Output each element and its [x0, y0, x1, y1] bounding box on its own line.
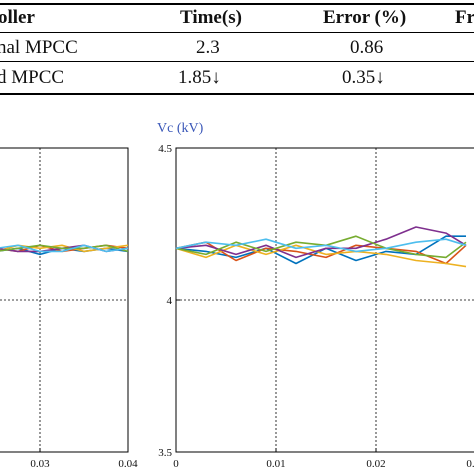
row1-error: 0.86: [350, 37, 384, 58]
y-tick-label-1-2: 4.5: [158, 143, 172, 155]
header-error: Error (%): [323, 7, 407, 28]
series-line-1-2: [175, 244, 467, 268]
y-tick-label-1-0: 3.5: [158, 447, 172, 459]
row2-time: 1.85↓: [178, 67, 221, 88]
series-line-1-3: [175, 226, 467, 259]
y-tick-label-1-1: 4: [167, 295, 173, 307]
table-top-rule: [0, 3, 474, 5]
table-row-rule: [0, 61, 474, 62]
row2-error: 0.35↓: [342, 67, 385, 88]
table-header-rule: [0, 32, 474, 33]
row1-controller: nal MPCC: [0, 37, 78, 58]
header-time: Time(s): [180, 7, 242, 28]
x-tick-label-1-2: 0.02: [366, 458, 385, 470]
table-bottom-rule: [0, 93, 474, 95]
header-controller: oller: [0, 7, 35, 28]
x-tick-label-0-1: 0.04: [118, 458, 138, 470]
series-line-0-5: [0, 244, 129, 253]
x-tick-label-1-3: 0.03: [466, 458, 474, 470]
series-line-0-4: [0, 244, 129, 253]
series-line-1-5: [175, 238, 467, 253]
y-axis-label-1: Vc (kV): [157, 121, 204, 136]
x-tick-label-1-1: 0.01: [266, 458, 285, 470]
row1-time: 2.3: [196, 37, 220, 58]
header-fr: Fr: [455, 7, 474, 28]
x-tick-label-1-0: 0: [173, 458, 179, 470]
row2-controller: d MPCC: [0, 67, 65, 88]
x-tick-label-0-0: 0.03: [30, 458, 50, 470]
comparison-table: oller Time(s) Error (%) Fr nal MPCC 2.3 …: [0, 0, 474, 96]
voltage-charts: 0.03 0.04 0 0.01 0.02 0.03 3.5 4 4.5 Vc (kV): [0, 121, 474, 470]
